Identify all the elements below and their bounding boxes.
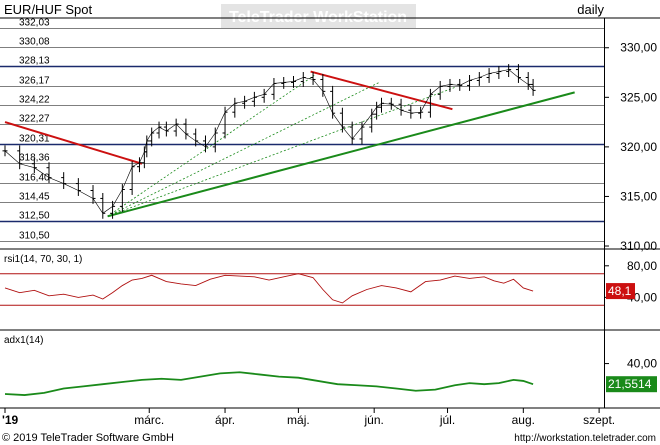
- x-axis-label: máj.: [287, 413, 310, 427]
- period-label: daily: [577, 2, 604, 17]
- resistance-trendline: [310, 70, 453, 111]
- price-bar: [136, 157, 142, 173]
- price-bar: [320, 74, 326, 97]
- fan-line: [107, 87, 456, 217]
- level-label: 314,45: [19, 192, 50, 203]
- price-bar: [530, 78, 536, 96]
- price-bar: [339, 107, 345, 133]
- resistance-trendline: [4, 121, 143, 165]
- rsi-series-line: [4, 273, 534, 304]
- level-label: 318,36: [19, 153, 50, 164]
- price-line: [4, 69, 534, 214]
- level-label: 332,03: [19, 18, 50, 29]
- y-axis-label: 320,00: [620, 140, 657, 154]
- price-bar: [349, 121, 355, 145]
- level-label: 320,31: [19, 134, 50, 145]
- adx-axis-label: 40,00: [627, 357, 657, 371]
- watermark: TeleTrader WorkStation: [221, 4, 416, 28]
- x-axis-label: szept.: [583, 413, 615, 427]
- adx-series-line: [4, 371, 534, 396]
- adx-value-text: 21,5514: [608, 377, 652, 391]
- price-bar: [310, 72, 316, 85]
- price-bar: [119, 184, 125, 212]
- footer-url[interactable]: http://workstation.teletrader.com: [514, 433, 656, 444]
- price-bar: [212, 127, 218, 153]
- fan-line: [107, 82, 380, 217]
- price-bar: [359, 121, 365, 145]
- x-axis-label: aug.: [512, 413, 535, 427]
- level-label: 330,08: [19, 37, 50, 48]
- price-bar: [418, 106, 424, 119]
- x-axis: '19 márc. ápr. máj. jún. júl. aug. szept.: [2, 408, 615, 427]
- price-bar: [110, 200, 116, 219]
- x-axis-label: ápr.: [215, 413, 235, 427]
- x-axis-label: jún.: [363, 413, 383, 427]
- instrument-title: EUR/HUF Spot: [4, 2, 93, 17]
- adx-panel: 40,00 21,5514: [4, 357, 657, 396]
- y-axis-label: 325,00: [620, 90, 657, 104]
- x-axis-label: márc.: [134, 413, 164, 427]
- y-axis-label: 315,00: [620, 189, 657, 203]
- rsi-value-badge: [606, 283, 635, 300]
- y-axis-label: 330,00: [620, 41, 657, 55]
- fan-line: [107, 74, 316, 217]
- level-label: 324,22: [19, 95, 50, 106]
- level-label: 316,40: [19, 173, 50, 184]
- price-bar: [144, 135, 150, 158]
- level-label: 326,17: [19, 76, 50, 87]
- price-bar: [525, 72, 531, 90]
- price-bar: [202, 135, 208, 153]
- rsi-indicator-label: rsi1(14, 70, 30, 1): [4, 254, 82, 265]
- price-bar: [369, 108, 375, 133]
- y-axis-label: 310,00: [620, 239, 657, 253]
- price-bar: [90, 185, 96, 204]
- rsi-value-text: 48,1: [608, 284, 632, 298]
- adx-value-badge: [606, 376, 657, 393]
- level-label: 322,27: [19, 114, 50, 125]
- y-axis-area: [604, 0, 660, 445]
- rsi-axis-label: 80,00: [627, 259, 657, 273]
- x-axis-label: '19: [2, 413, 19, 427]
- copyright-text: © 2019 TeleTrader Software GmbH: [2, 432, 174, 444]
- level-label: 310,50: [19, 231, 50, 242]
- adx-indicator-label: adx1(14): [4, 335, 43, 346]
- price-bar: [261, 88, 267, 103]
- level-label: 328,13: [19, 56, 50, 67]
- level-label: 312,50: [19, 211, 50, 222]
- support-trendline: [107, 91, 575, 218]
- price-panel: 332,03 330,08 328,13 326,17 324,22 322,27 320,…: [0, 18, 657, 253]
- x-axis-label: júl.: [439, 413, 455, 427]
